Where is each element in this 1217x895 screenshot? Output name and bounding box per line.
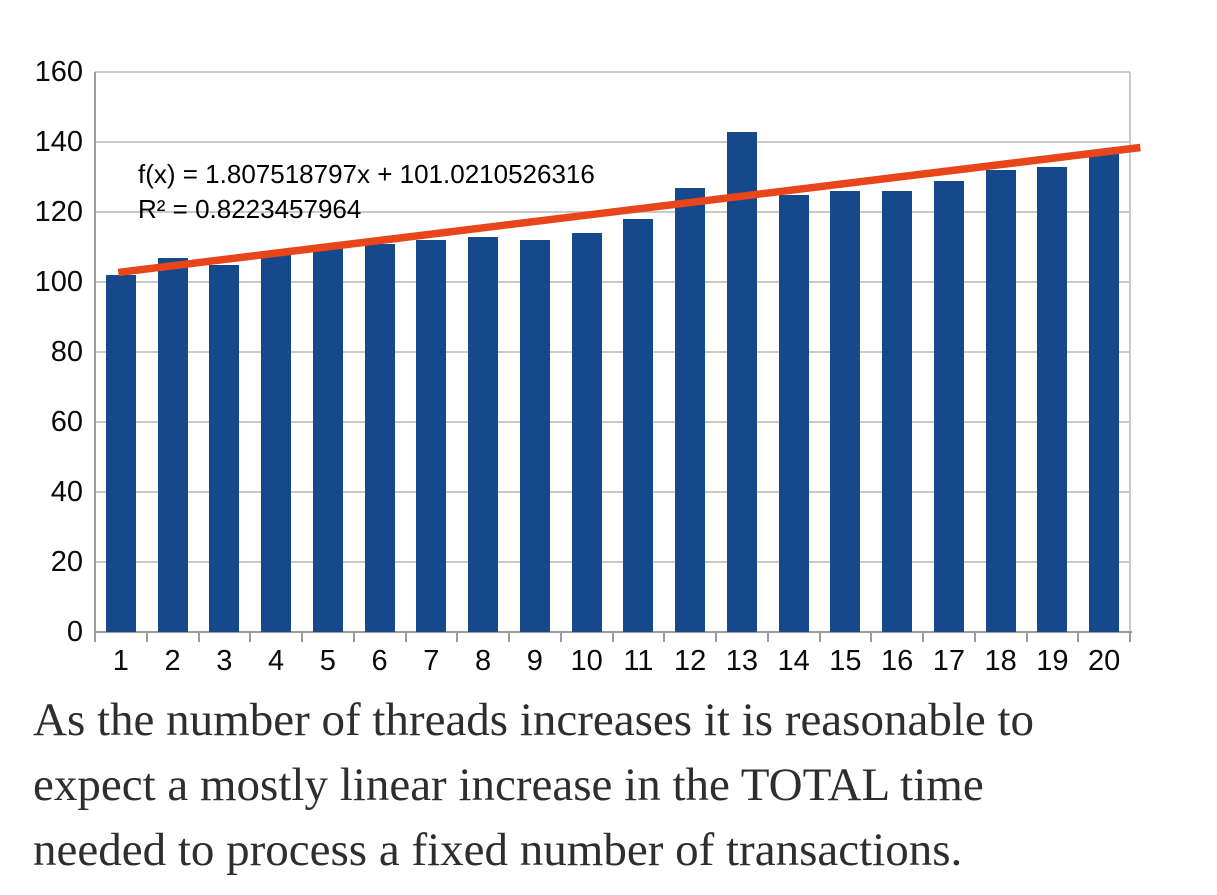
bar (105, 275, 136, 632)
x-axis-tick (870, 633, 873, 642)
y-gridline (95, 561, 1130, 563)
equation-text: f(x) = 1.807518797x + 101.0210526316 (138, 159, 595, 189)
y-axis-tick-label: 60 (50, 406, 83, 438)
x-axis-tick-label: 9 (526, 645, 543, 677)
y-axis-tick-label: 20 (50, 546, 83, 578)
x-axis-tick-label: 14 (777, 645, 810, 677)
bar (261, 254, 292, 632)
bar (468, 236, 499, 632)
x-axis-tick (1129, 633, 1131, 642)
x-axis-tick-label: 6 (371, 645, 388, 677)
y-gridline (95, 141, 1130, 143)
x-axis-tick (1025, 633, 1028, 642)
y-gridline (95, 421, 1130, 423)
x-axis-tick-label: 10 (570, 645, 603, 677)
x-axis-tick-label: 5 (319, 645, 336, 677)
y-axis-tick-label: 40 (50, 476, 83, 508)
y-gridline (95, 71, 1130, 73)
x-axis-tick-label: 18 (984, 645, 1017, 677)
x-axis-tick-label: 3 (216, 645, 233, 677)
x-axis-tick-label: 8 (475, 645, 492, 677)
y-gridline (95, 281, 1130, 283)
x-axis-tick (973, 633, 976, 642)
x-axis-tick (715, 633, 717, 642)
y-gridline (95, 351, 1130, 353)
x-axis-tick-label: 20 (1087, 645, 1121, 677)
x-axis-tick (611, 633, 614, 642)
x-axis-tick (249, 633, 252, 642)
y-axis-tick-label: 120 (34, 196, 83, 228)
x-axis-tick-label: 15 (829, 645, 862, 677)
x-axis-tick-label: 19 (1036, 645, 1069, 677)
bar (1037, 166, 1068, 632)
x-axis-tick-label: 13 (725, 645, 758, 677)
bar (985, 170, 1016, 632)
x-axis-tick (145, 633, 148, 642)
bar (209, 264, 240, 632)
x-axis-tick (559, 633, 562, 642)
x-axis-tick (818, 633, 821, 642)
x-axis-tick (922, 633, 924, 642)
x-axis-tick (508, 633, 510, 642)
x-axis-tick-label: 16 (880, 645, 914, 677)
caption-line-3: needed to process a fixed number of tran… (33, 824, 963, 876)
x-axis-tick-label: 4 (268, 645, 285, 677)
y-axis-line (94, 72, 96, 641)
trendline-equation: f(x) = 1.807518797x + 101.0210526316 R² … (138, 157, 595, 227)
bar (364, 243, 395, 632)
x-axis-tick (352, 633, 355, 642)
plot-right-border (1129, 72, 1131, 632)
bar (157, 257, 188, 632)
x-axis-tick (197, 633, 200, 642)
bar-chart: f(x) = 1.807518797x + 101.0210526316 R² … (34, 56, 1141, 677)
x-axis-tick-label: 1 (112, 645, 129, 677)
bar (675, 187, 706, 632)
bar (519, 240, 550, 632)
x-axis-tick (766, 633, 769, 642)
y-axis-tick-label: 100 (34, 266, 83, 298)
x-axis-line (95, 631, 1132, 633)
y-axis-tick-label: 0 (66, 616, 83, 648)
y-axis-tick-label: 160 (34, 56, 83, 88)
x-axis-tick (94, 633, 96, 642)
bar (726, 131, 757, 632)
bar (416, 240, 447, 632)
x-axis-tick-label: 12 (673, 645, 707, 677)
caption-line-1: As the number of threads increases it is… (33, 694, 1035, 746)
x-axis-tick-label: 11 (623, 645, 654, 677)
x-axis-tick (404, 633, 407, 642)
bar (312, 247, 343, 632)
bar (933, 180, 964, 632)
bar (623, 219, 654, 632)
bar (778, 194, 809, 632)
caption-line-2: expect a mostly linear increase in the T… (33, 759, 984, 811)
caption: As the number of threads increases it is… (33, 688, 1203, 883)
x-axis-tick-label: 17 (932, 645, 965, 677)
bar (882, 191, 913, 632)
y-axis-tick-label: 80 (50, 336, 83, 368)
x-axis-tick (1077, 633, 1080, 642)
x-axis-tick (456, 633, 459, 642)
x-axis-tick (301, 633, 303, 642)
y-gridline (95, 491, 1130, 493)
bar (1089, 152, 1120, 632)
y-axis-tick-label: 140 (34, 126, 83, 158)
bar (571, 233, 602, 632)
r-squared-text: R² = 0.8223457964 (138, 194, 362, 224)
x-axis-tick-label: 2 (164, 645, 181, 677)
x-axis-tick-label: 7 (423, 645, 440, 677)
bar (830, 191, 861, 632)
x-axis-tick (663, 633, 666, 642)
